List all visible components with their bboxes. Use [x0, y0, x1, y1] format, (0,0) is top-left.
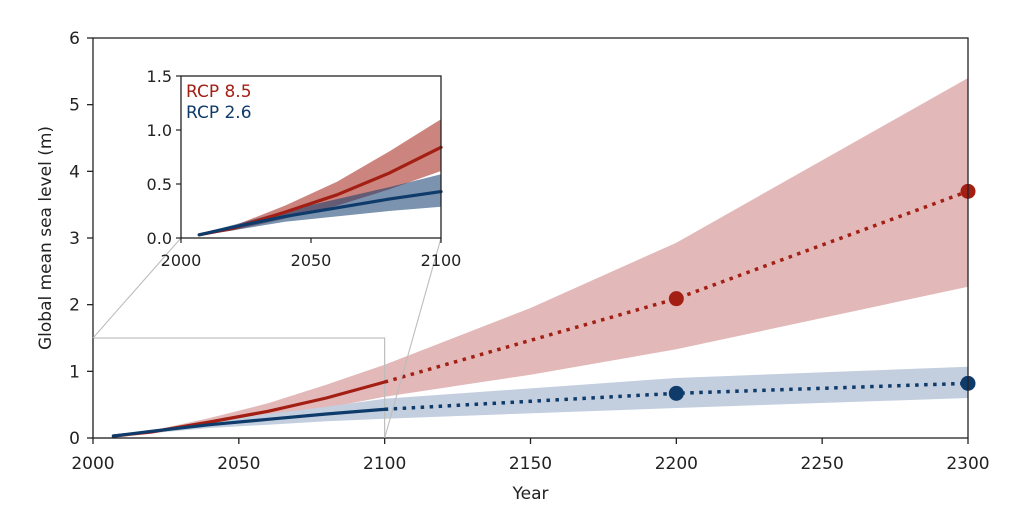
inset-x-tick-label: 2000 — [161, 251, 202, 270]
y-tick-label: 1 — [69, 362, 80, 382]
x-tick-label: 2250 — [801, 454, 844, 474]
legend-label-rcp26: RCP 2.6 — [186, 103, 252, 123]
x-tick-label: 2200 — [655, 454, 698, 474]
y-tick-label: 2 — [69, 296, 80, 316]
inset-y-tick-label: 0.5 — [147, 175, 172, 194]
x-tick-label: 2100 — [363, 454, 406, 474]
inset-connector-left — [92, 237, 182, 339]
data-point-rcp85-2200 — [668, 291, 684, 307]
inset-band-rcp85 — [199, 119, 441, 236]
inset-y-tick-label: 1.5 — [147, 67, 172, 86]
inset-y-tick-label: 1.0 — [147, 121, 172, 140]
projection-line-rcp26 — [384, 381, 969, 412]
y-axis-title: Global mean sea level (m) — [36, 126, 56, 350]
data-point-rcp26-2200 — [668, 385, 684, 401]
inset-x-tick-label: 2100 — [421, 251, 462, 270]
legend-label-rcp85: RCP 8.5 — [186, 82, 252, 102]
x-tick-label: 2050 — [217, 454, 260, 474]
y-tick-label: 0 — [69, 429, 80, 449]
inset-connector-right — [384, 237, 442, 439]
series-line-rcp26 — [111, 407, 387, 438]
y-tick-label: 4 — [69, 162, 80, 182]
inset-y-tick-label: 0.0 — [147, 229, 172, 248]
y-tick-label: 5 — [69, 96, 80, 116]
x-tick-label: 2300 — [946, 454, 989, 474]
x-axis-title: Year — [512, 484, 549, 504]
inset-line-rcp26 — [197, 190, 443, 237]
inset-x-tick-label: 2050 — [291, 251, 332, 270]
uncertainty-band-rcp85 — [113, 78, 968, 437]
projection-line-rcp85 — [384, 189, 969, 384]
x-tick-label: 2000 — [71, 454, 114, 474]
x-tick-label: 2150 — [509, 454, 552, 474]
y-tick-label: 3 — [69, 229, 80, 249]
y-tick-label: 6 — [69, 29, 80, 49]
main-plot: 2000 2050 2100 2150 2200 2250 2300 0 1 2 3 4 5 6 Year G… — [36, 29, 990, 504]
